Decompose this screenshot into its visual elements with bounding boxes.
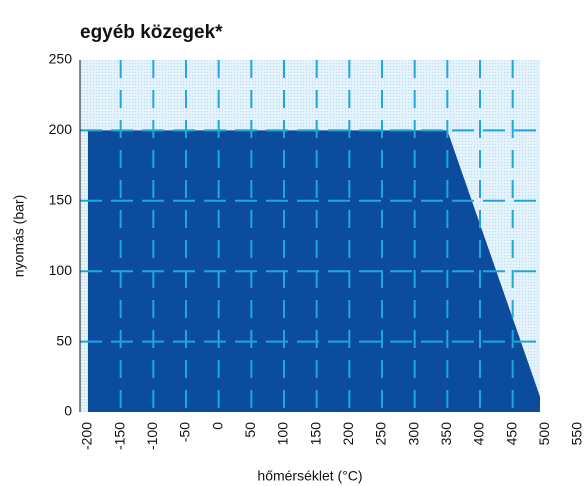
x-tick-label: -150 [111,422,127,450]
x-tick-label: 200 [340,422,356,446]
x-axis-label: hőmérséklet (°C) [257,468,362,484]
x-tick-label: -200 [79,422,95,450]
y-tick-label: 50 [56,332,72,348]
plot-area [80,60,540,412]
x-tick-label: 50 [242,422,258,438]
x-tick-label: 0 [209,422,225,430]
x-tick-label: 400 [471,422,487,446]
y-axis-label: nyomás (bar) [11,195,27,277]
y-tick-label: 100 [49,262,73,278]
y-tick-label: 250 [49,51,73,67]
x-tick-label: 500 [536,422,552,446]
y-tick-label: 150 [49,192,73,208]
x-tick-label: 450 [503,422,519,446]
x-tick-label: 100 [275,422,291,446]
x-tick-label: 150 [307,422,323,446]
x-tick-label: 550 [569,422,585,446]
x-tick-label: 300 [405,422,421,446]
y-tick-label: 200 [49,121,73,137]
y-tick-label: 0 [64,403,72,419]
x-tick-label: 350 [438,422,454,446]
x-tick-label: -100 [144,422,160,450]
x-tick-label: -50 [177,422,193,442]
x-tick-label: 250 [373,422,389,446]
chart-title: egyéb közegek* [80,22,223,43]
